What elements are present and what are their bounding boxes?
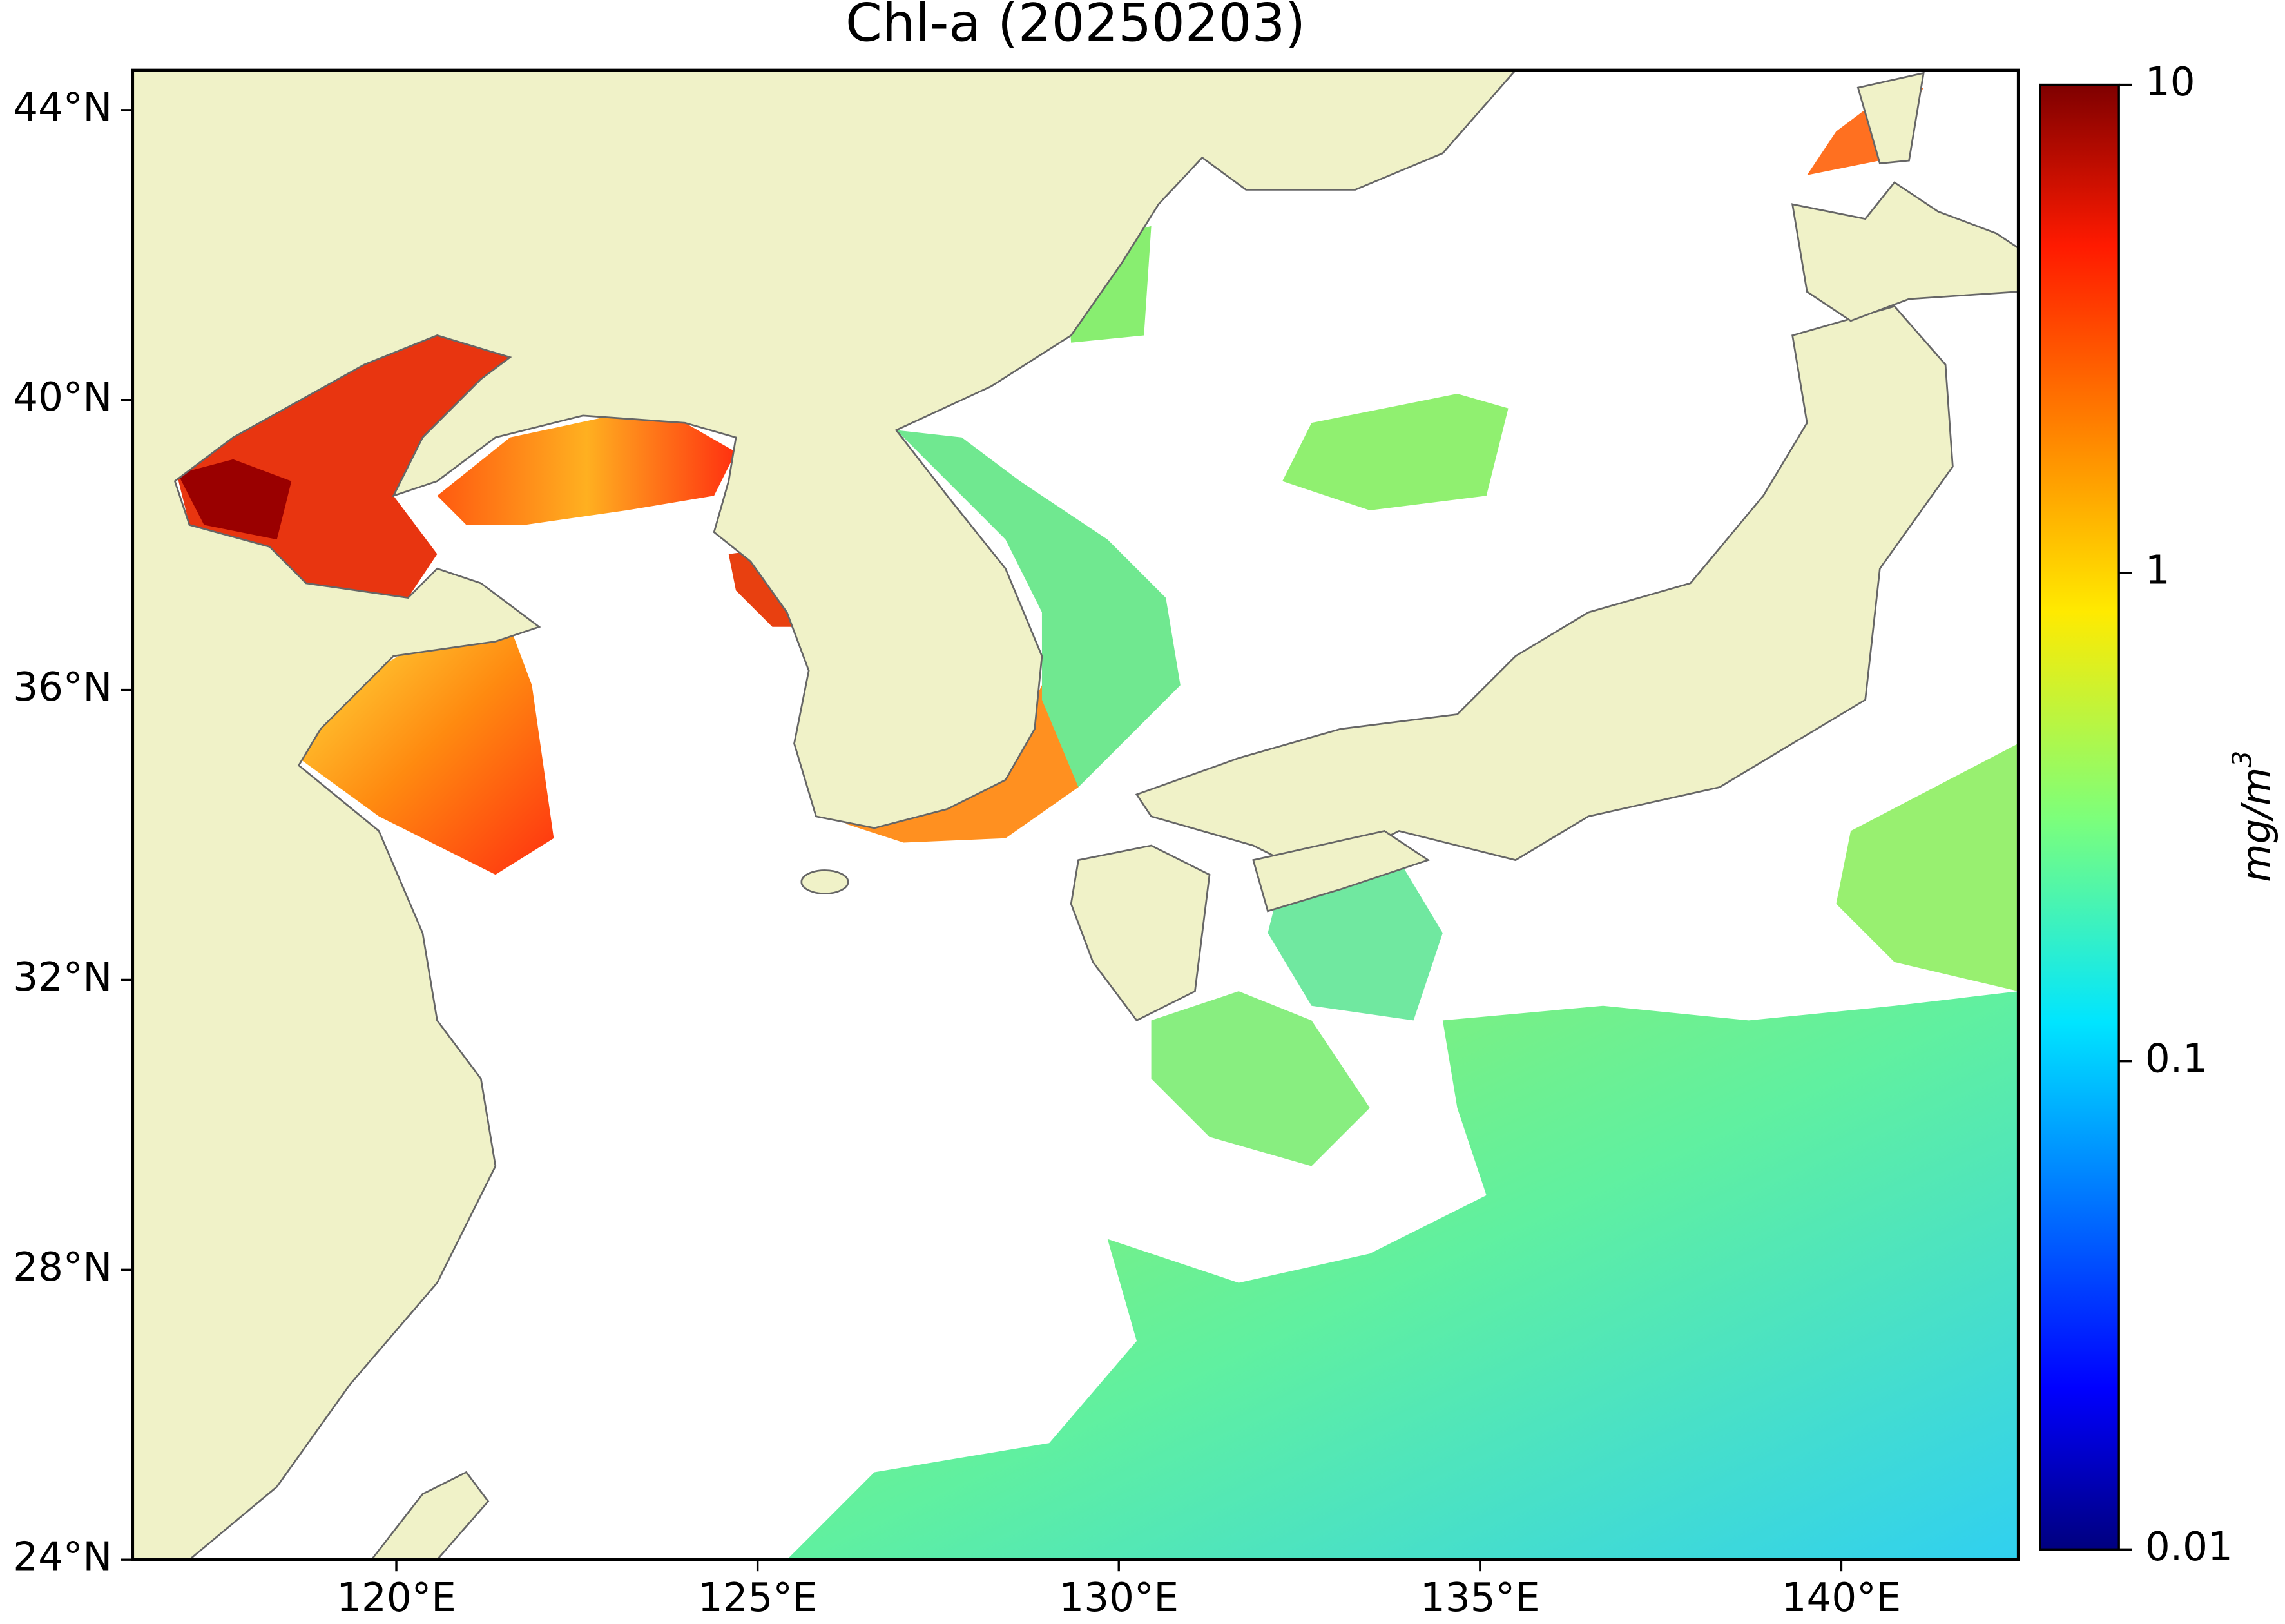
jeju <box>800 869 849 894</box>
y-tick-label: 32°N <box>13 954 112 1000</box>
colorbar-tick-label: 0.01 <box>2145 1524 2233 1570</box>
colorbar-label-sup: 3 <box>2227 751 2258 768</box>
y-tick-label: 44°N <box>13 84 112 130</box>
y-tick-label: 36°N <box>13 664 112 710</box>
chl-patch <box>1151 991 1370 1166</box>
chl-patch <box>1268 860 1443 1021</box>
map-area <box>132 70 2019 1560</box>
mainland <box>132 70 1517 1560</box>
shikoku <box>1252 829 1431 913</box>
chl-north-yellow-sea <box>437 415 737 525</box>
taiwan <box>370 1471 490 1560</box>
colorbar-tick-label: 0.1 <box>2145 1036 2208 1081</box>
kyushu <box>1070 844 1211 1022</box>
y-tick-label: 24°N <box>13 1534 112 1580</box>
chl-patch <box>1282 393 1509 510</box>
x-tick-label: 120°E <box>336 1575 456 1621</box>
map-frame <box>131 68 2020 1561</box>
land <box>132 70 2019 1560</box>
chl-patch <box>1836 743 2019 992</box>
colorbar-label: mg/m3 <box>2227 751 2279 882</box>
hokkaido <box>1791 181 2019 322</box>
map-title: Chl-a (20250203) <box>845 0 1306 54</box>
x-tick-label: 130°E <box>1059 1575 1179 1621</box>
x-tick-label: 140°E <box>1782 1575 1902 1621</box>
chl-jiangsu <box>298 626 554 875</box>
sakhalin <box>1856 72 1925 165</box>
colorbar-tick-label: 10 <box>2145 59 2195 105</box>
y-tick-label: 40°N <box>13 374 112 420</box>
chl-korea-east <box>896 430 1181 788</box>
colorbar-tick-label: 1 <box>2145 548 2170 594</box>
colorbar-label-base: mg/m <box>2233 768 2279 882</box>
chl-pacific <box>787 991 2019 1560</box>
x-tick-label: 125°E <box>698 1575 818 1621</box>
y-tick-label: 28°N <box>13 1244 112 1290</box>
x-tick-label: 135°E <box>1420 1575 1540 1621</box>
colorbar <box>2039 83 2120 1551</box>
chl-bohai-high <box>177 459 292 540</box>
